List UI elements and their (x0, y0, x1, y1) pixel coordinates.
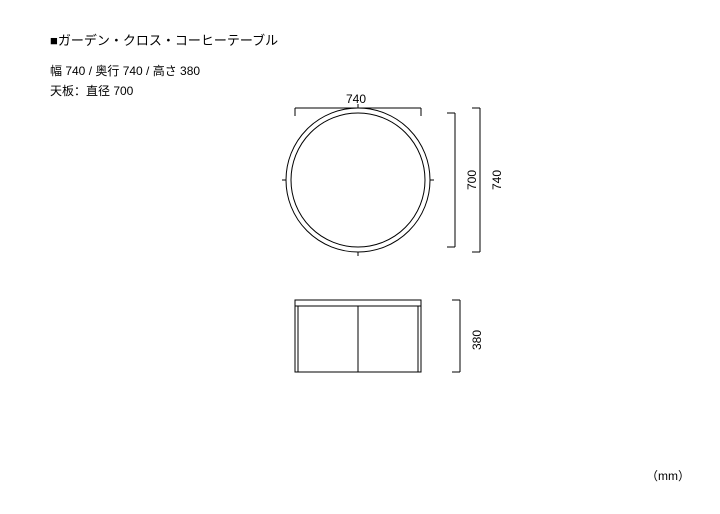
technical-drawing (0, 0, 720, 514)
